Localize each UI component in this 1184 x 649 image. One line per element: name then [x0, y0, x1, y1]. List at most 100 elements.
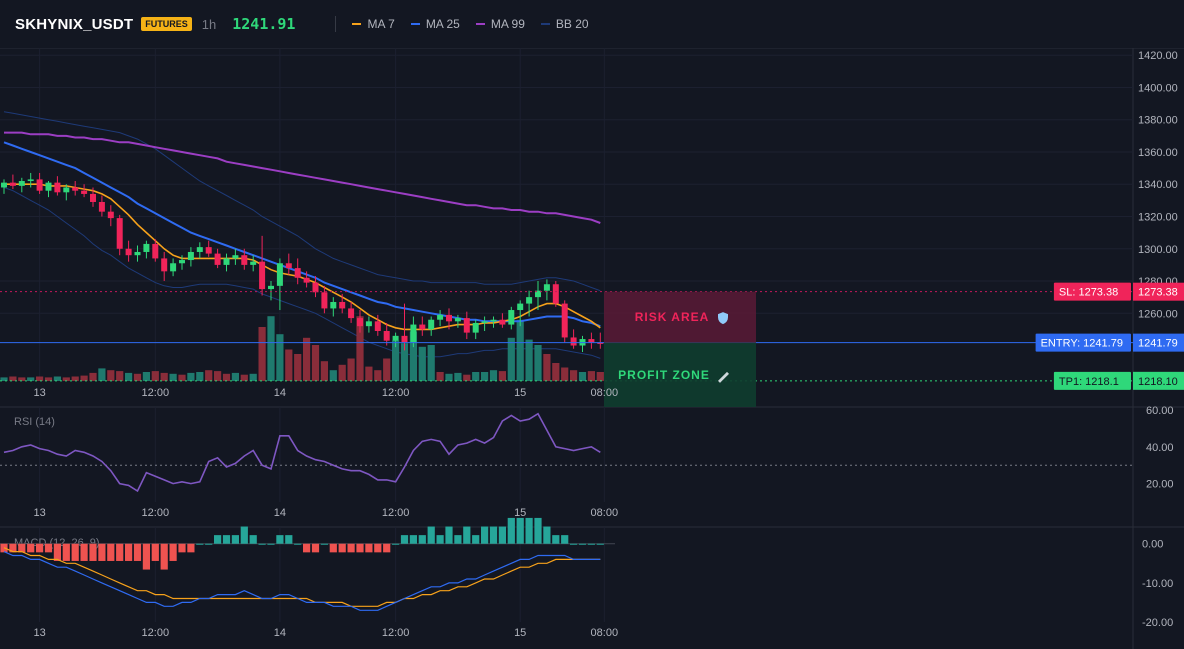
candle-up[interactable] [454, 318, 461, 322]
candle-down[interactable] [312, 282, 319, 293]
candle-up[interactable] [535, 290, 541, 298]
candle-up[interactable] [18, 181, 25, 186]
candle-up[interactable] [410, 324, 417, 343]
candle-up[interactable] [276, 263, 283, 286]
candle-up[interactable] [437, 314, 444, 320]
volume-bar [187, 372, 195, 381]
candle-up[interactable] [63, 187, 70, 193]
volume-bar [258, 327, 266, 381]
candle-up[interactable] [472, 322, 479, 333]
candle-down[interactable] [214, 253, 221, 265]
macd-histogram-bar [249, 535, 257, 544]
candle-down[interactable] [241, 255, 248, 265]
volume-bar [89, 372, 97, 381]
candlesticks[interactable] [1, 172, 604, 352]
candle-down[interactable] [321, 292, 328, 309]
price-axis[interactable]: 1420.00 1400.00 1380.00 1360.00 1340.00 1320.… [1035, 50, 1184, 390]
candle-up[interactable] [143, 243, 150, 252]
candle-down[interactable] [152, 243, 159, 259]
volume-bar [338, 364, 346, 381]
time-tick-label: 14 [274, 387, 286, 399]
candle-down[interactable] [294, 268, 301, 278]
timeframe-label[interactable]: 1h [201, 16, 217, 32]
candle-down[interactable] [54, 182, 61, 193]
candle-up[interactable] [268, 285, 274, 290]
volume-bar [169, 373, 177, 381]
candle-down[interactable] [383, 331, 390, 341]
candle-down[interactable] [357, 318, 363, 327]
candle-down[interactable] [81, 190, 88, 194]
candle-up[interactable] [526, 297, 533, 304]
ma99-line [4, 131, 601, 224]
candle-up[interactable] [543, 284, 550, 291]
candle-up[interactable] [45, 182, 52, 191]
candle-down[interactable] [348, 308, 355, 319]
candle-down[interactable] [259, 261, 266, 290]
candle-down[interactable] [552, 284, 559, 304]
candle-down[interactable] [9, 182, 16, 186]
volume-bar [365, 366, 373, 381]
candle-down[interactable] [588, 339, 595, 343]
candle-down[interactable] [401, 335, 408, 343]
volume-bar [18, 377, 26, 381]
candle-down[interactable] [72, 187, 79, 191]
volume-bar [285, 349, 293, 381]
candle-up[interactable] [481, 321, 488, 323]
macd-histogram-bar [294, 543, 302, 545]
candle-up[interactable] [134, 251, 141, 256]
macd-pane[interactable]: MACD (12, 26, 9) 0.00-10.00-20.00 [0, 517, 1173, 629]
candle-down[interactable] [36, 179, 43, 191]
candle-down[interactable] [161, 258, 168, 272]
volume-bar [534, 345, 542, 381]
candle-down[interactable] [205, 247, 212, 254]
time-axis[interactable]: 13 12:00 14 12:00 15 08:00 13 12:00 14 12:00 15 08:… [33, 387, 618, 639]
candle-down[interactable] [98, 201, 105, 212]
candle-down[interactable] [570, 337, 577, 346]
legend-ma7[interactable]: MA 7 [352, 17, 395, 31]
candle-down[interactable] [107, 211, 114, 219]
candle-up[interactable] [170, 263, 177, 272]
time-tick-label: 14 [274, 627, 286, 639]
candle-down[interactable] [561, 303, 568, 338]
candle-down[interactable] [499, 319, 506, 325]
candle-up[interactable] [232, 255, 239, 259]
symbol-name[interactable]: SKHYNIX_USDT [15, 15, 134, 33]
candle-down[interactable] [303, 277, 310, 283]
candle-down[interactable] [285, 263, 292, 269]
candle-up[interactable] [179, 260, 185, 264]
legend-ma25[interactable]: MA 25 [410, 17, 460, 31]
candle-down[interactable] [116, 218, 123, 249]
price-tick-label: 1260.00 [1138, 308, 1178, 320]
macd-histogram-bar [463, 526, 471, 544]
candle-up[interactable] [428, 319, 435, 330]
candle-down[interactable] [125, 248, 132, 256]
candle-down[interactable] [339, 301, 346, 309]
candle-down[interactable] [463, 318, 470, 333]
candle-up[interactable] [392, 335, 399, 341]
candle-down[interactable] [446, 314, 452, 322]
candle-up[interactable] [187, 251, 194, 261]
candle-down[interactable] [374, 321, 381, 332]
candle-up[interactable] [330, 301, 337, 309]
candle-down[interactable] [90, 193, 96, 202]
chart-area[interactable]: RISK AREA PROFIT ZONE 1420.00 1400.00 1380.… [0, 47, 1184, 649]
volume-bar [311, 345, 320, 381]
candle-up[interactable] [250, 261, 257, 265]
legend-bb20[interactable]: BB 20 [540, 17, 589, 31]
candle-up[interactable] [365, 321, 372, 327]
candle-up[interactable] [508, 310, 515, 325]
candle-up[interactable] [196, 247, 203, 252]
candle-up[interactable] [517, 303, 524, 311]
candle-down[interactable] [419, 324, 426, 330]
volume-bar [125, 372, 133, 381]
candle-up[interactable] [490, 319, 497, 322]
volume-bar [27, 377, 35, 381]
volume-bar [418, 346, 426, 381]
candle-up[interactable] [1, 182, 7, 188]
legend-ma99[interactable]: MA 99 [475, 17, 525, 31]
macd-histogram-bar [285, 535, 293, 544]
candle-up[interactable] [223, 258, 230, 265]
candle-up[interactable] [27, 179, 34, 182]
rsi-pane[interactable]: RSI (14) 60.00 40.00 20.00 [0, 405, 1174, 493]
